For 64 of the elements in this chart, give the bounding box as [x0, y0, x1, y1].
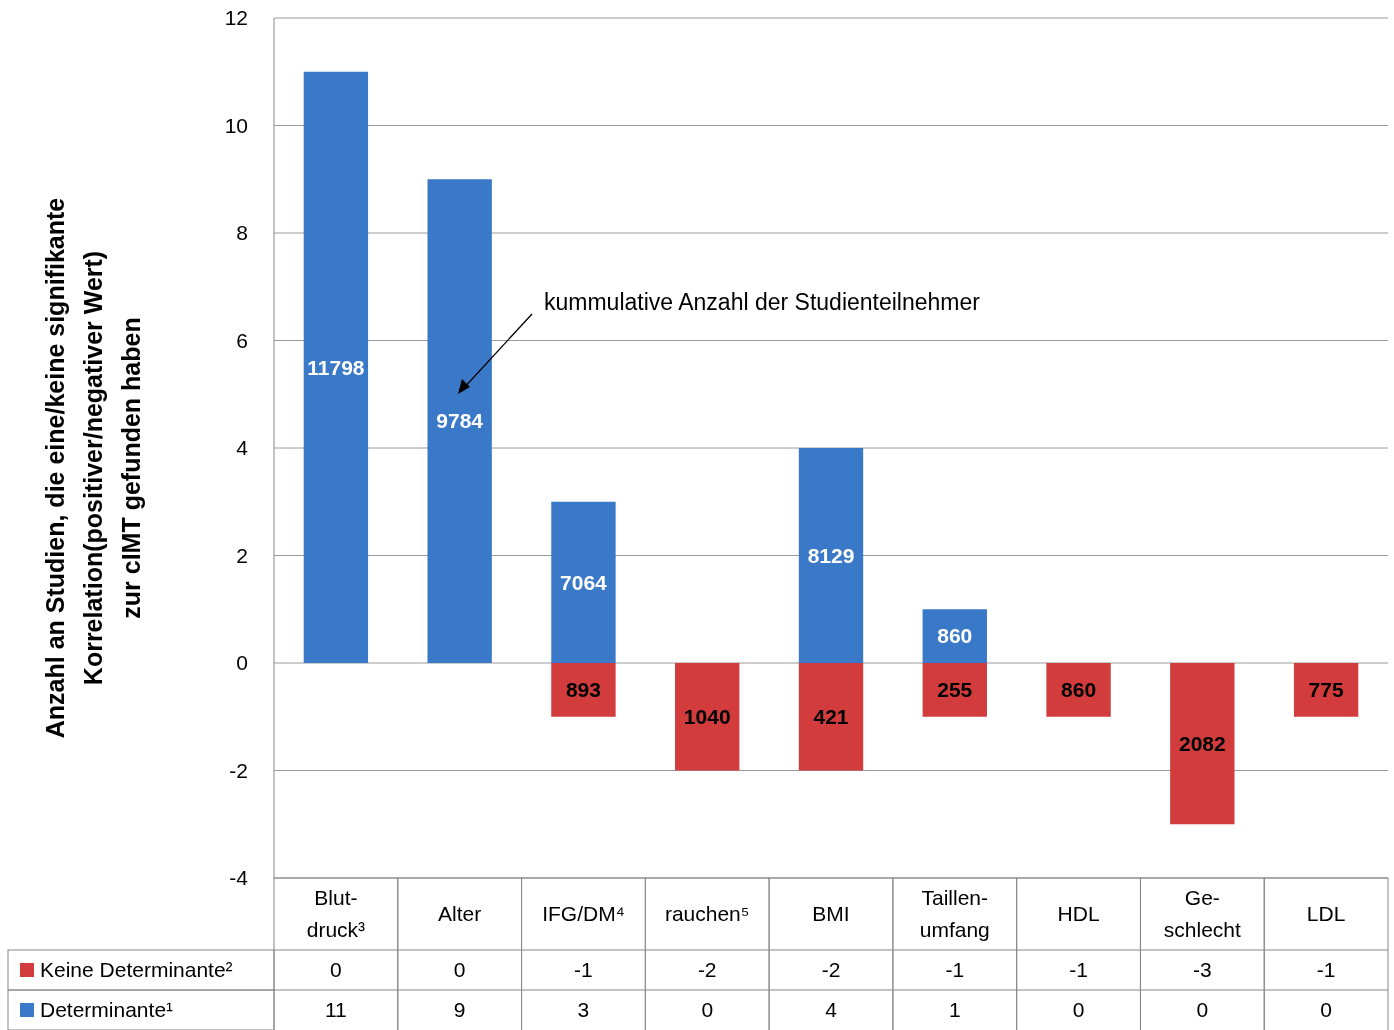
x-tick-label: LDL: [1306, 902, 1346, 926]
y-tick-label: -2: [229, 758, 248, 782]
annotation: 775: [1308, 678, 1344, 702]
y-tick-label: 8: [236, 221, 248, 245]
bar: [922, 609, 987, 663]
bar: [675, 663, 740, 771]
data-label: -1: [1069, 958, 1088, 982]
data-label: 0: [453, 958, 466, 982]
bar: [922, 663, 987, 717]
annotation: 421: [813, 705, 849, 729]
data-label: -2: [697, 958, 717, 982]
bar: [798, 663, 864, 771]
x-tick-label: Taillen- umfang: [919, 886, 990, 942]
annotation: 860: [1061, 678, 1097, 702]
annotation: 8129: [807, 543, 855, 567]
x-tick-label: rauchen⁵: [664, 902, 750, 926]
y-axis-title: Anzahl an Studien, die eine/keine signifikante Korrelation(positiver/negativer Wert) zur cIMT gefunden haben: [41, 197, 145, 739]
data-label: 4: [825, 998, 838, 1022]
y-tick-label: 12: [224, 6, 248, 30]
data-label: 0: [1072, 998, 1085, 1022]
annotation: 255: [937, 678, 973, 702]
y-tick-label: 10: [224, 113, 248, 137]
x-tick-label: HDL: [1057, 902, 1100, 926]
annotation: 11798: [307, 355, 365, 379]
data-label: 3: [577, 998, 590, 1022]
data-label: -1: [1316, 958, 1336, 982]
data-label: 1: [948, 998, 961, 1022]
x-tick-label: Blut- druck³: [306, 886, 366, 942]
y-tick-label: 4: [236, 436, 249, 460]
data-label: 0: [1320, 998, 1332, 1022]
y-tick-label: 6: [236, 328, 248, 352]
data-label: 0: [330, 958, 342, 982]
data-label: 0: [701, 998, 714, 1022]
bar: [427, 179, 492, 663]
legend-label: Keine Determinante²: [40, 958, 233, 982]
data-label: -3: [1192, 958, 1212, 982]
annotation: 7064: [560, 570, 608, 594]
x-tick-label: Alter: [438, 902, 482, 926]
data-label: -1: [945, 958, 965, 982]
x-tick-label: IFG/DM⁴: [542, 902, 625, 926]
x-tick-label: Ge- schlecht: [1163, 886, 1242, 942]
y-tick-label: -4: [229, 866, 249, 890]
data-label: 0: [1196, 998, 1209, 1022]
data-label: -2: [821, 958, 841, 982]
y-tick-label: 2: [236, 543, 248, 567]
annotation: kummulative Anzahl der Studienteilnehmer: [544, 289, 981, 316]
bar: [551, 663, 616, 717]
legend-label: Determinante¹: [40, 998, 174, 1022]
bar: [1170, 663, 1235, 825]
bar: [303, 71, 369, 663]
bar: [551, 501, 616, 663]
data-label: -1: [574, 958, 593, 982]
bar: [1046, 663, 1111, 717]
annotation: 1040: [683, 705, 731, 729]
annotation: 860: [937, 624, 973, 648]
annotation: 9784: [436, 409, 484, 433]
annotation: 2082: [1178, 731, 1226, 755]
data-label: 9: [453, 998, 466, 1022]
bar: [1293, 663, 1359, 717]
x-tick-label: BMI: [812, 902, 850, 926]
bar: [798, 448, 864, 663]
annotation: 893: [565, 678, 601, 702]
data-label: 11: [324, 998, 347, 1022]
y-tick-label: 0: [236, 651, 248, 675]
